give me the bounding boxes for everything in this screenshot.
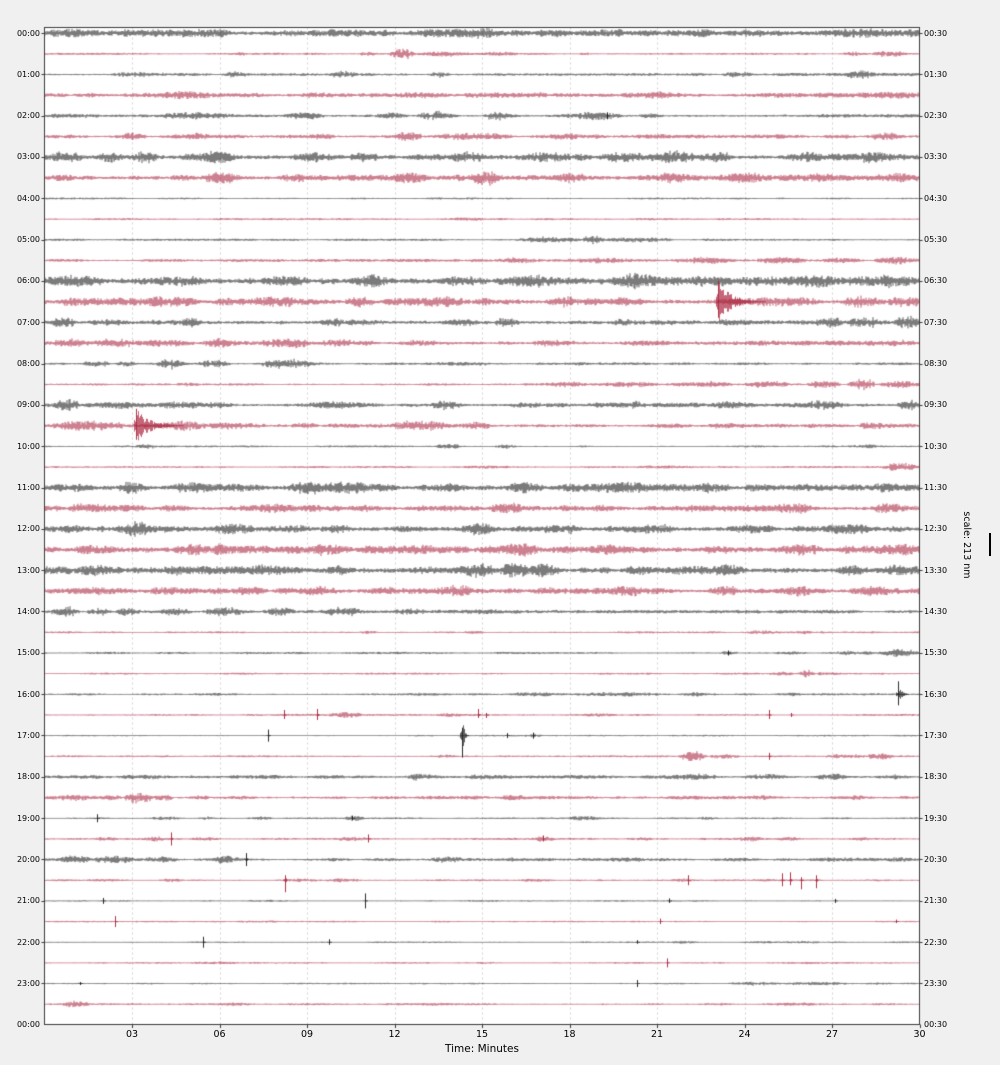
time-label-left-0100: 01:00 (16, 69, 40, 79)
time-label-left-1300: 13:00 (16, 565, 40, 575)
time-label-right-0230: 02:30 (924, 111, 948, 121)
time-label-left-2200: 22:00 (16, 937, 40, 947)
x-tick-27: 27 (825, 1029, 839, 1040)
time-label-left-1600: 16:00 (16, 689, 40, 699)
time-label-left-1200: 12:00 (16, 524, 40, 534)
time-label-right-0030: 00:30 (924, 28, 948, 38)
time-label-right-2330: 23:30 (924, 978, 948, 988)
time-label-left-2100: 21:00 (16, 896, 40, 906)
time-label-right-1830: 18:30 (924, 772, 948, 782)
time-label-left-1900: 19:00 (16, 813, 40, 823)
x-tick-15: 15 (475, 1029, 489, 1040)
time-label-right-0730: 07:30 (924, 317, 948, 327)
x-tick-12: 12 (388, 1029, 401, 1040)
time-label-left-1400: 14:00 (16, 606, 40, 616)
time-label-left-1500: 15:00 (16, 648, 40, 658)
time-label-right-1630: 16:30 (924, 689, 948, 699)
time-label-right-0830: 08:30 (924, 359, 948, 369)
x-tick-18: 18 (563, 1029, 576, 1040)
time-label-right-1130: 11:30 (924, 483, 948, 493)
time-label-right-1530: 15:30 (924, 648, 948, 658)
x-tick-24: 24 (738, 1029, 751, 1040)
time-label-left-1800: 18:00 (16, 772, 40, 782)
time-label-left-1000: 10:00 (16, 441, 40, 451)
time-label-right-1030: 10:30 (924, 441, 948, 451)
time-label-right-2130: 21:30 (924, 896, 948, 906)
time-label-left-1100: 11:00 (16, 483, 40, 493)
time-label-left-0400: 04:00 (16, 193, 40, 203)
scale-bar (989, 533, 991, 556)
time-label-right-0030: 00:30 (924, 1020, 948, 1030)
time-label-left-0900: 09:00 (16, 400, 40, 410)
time-label-left-0000: 00:00 (16, 1020, 40, 1030)
time-label-right-0430: 04:30 (924, 193, 948, 203)
time-label-right-1930: 19:30 (924, 813, 948, 823)
time-label-left-2300: 23:00 (16, 978, 40, 988)
x-tick-21: 21 (650, 1029, 664, 1040)
time-label-right-0130: 01:30 (924, 69, 948, 79)
time-label-left-0800: 08:00 (16, 359, 40, 369)
time-label-right-0630: 06:30 (924, 276, 948, 286)
time-label-right-1330: 13:30 (924, 565, 948, 575)
time-label-right-0330: 03:30 (924, 152, 948, 162)
time-label-right-2030: 20:30 (924, 854, 948, 864)
x-tick-06: 06 (213, 1029, 226, 1040)
time-label-right-0530: 05:30 (924, 235, 948, 245)
x-tick-03: 03 (125, 1029, 139, 1040)
time-label-right-1230: 12:30 (924, 524, 948, 534)
x-axis-label: Time: Minutes (445, 1043, 519, 1055)
time-label-right-1430: 14:30 (924, 606, 948, 616)
scale-label: scale: 213 nm (961, 511, 972, 579)
time-label-left-0500: 05:00 (16, 235, 40, 245)
time-label-left-1700: 17:00 (16, 730, 40, 740)
time-label-left-0300: 03:00 (16, 152, 40, 162)
time-label-right-0930: 09:30 (924, 400, 948, 410)
time-label-left-0600: 06:00 (16, 276, 40, 286)
time-label-right-2230: 22:30 (924, 937, 948, 947)
time-label-left-0000: 00:00 (16, 28, 40, 38)
time-label-left-0200: 02:00 (16, 111, 40, 121)
x-tick-09: 09 (300, 1029, 314, 1040)
time-label-left-0700: 07:00 (16, 317, 40, 327)
x-tick-30: 30 (913, 1029, 926, 1040)
time-label-right-1730: 17:30 (924, 730, 948, 740)
time-label-left-2000: 20:00 (16, 854, 40, 864)
